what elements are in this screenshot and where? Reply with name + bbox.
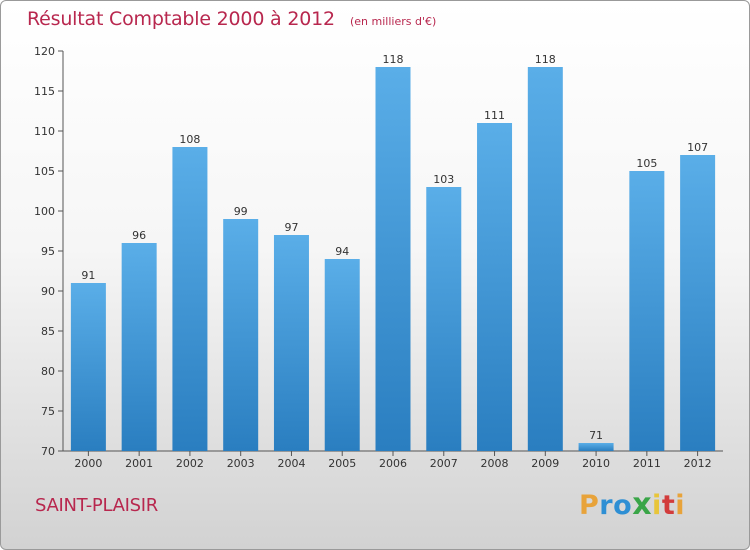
x-tick-label-2004: 2004 xyxy=(277,457,305,470)
bar-2009 xyxy=(527,67,563,451)
proxiti-logo[interactable]: Proxiti xyxy=(579,487,685,522)
y-tick-label: 100 xyxy=(34,205,55,218)
bar-2001 xyxy=(121,243,157,451)
data-label-2012: 107 xyxy=(687,141,708,154)
bar-2011 xyxy=(629,171,665,451)
bar-2010 xyxy=(578,443,614,451)
data-label-2004: 97 xyxy=(284,221,298,234)
x-tick-label-2007: 2007 xyxy=(430,457,458,470)
data-label-2008: 111 xyxy=(484,109,505,122)
bar-2007 xyxy=(426,187,462,451)
x-tick-label-2012: 2012 xyxy=(684,457,712,470)
x-tick-label-2002: 2002 xyxy=(176,457,204,470)
data-label-2003: 99 xyxy=(234,205,248,218)
y-tick-label: 90 xyxy=(41,285,55,298)
x-tick-label-2001: 2001 xyxy=(125,457,153,470)
x-tick-label-2003: 2003 xyxy=(227,457,255,470)
x-tick-label-2009: 2009 xyxy=(531,457,559,470)
bar-2012 xyxy=(680,155,716,451)
x-tick-label-2011: 2011 xyxy=(633,457,661,470)
data-label-2001: 96 xyxy=(132,229,146,242)
x-tick-label-2006: 2006 xyxy=(379,457,407,470)
x-tick-label-2008: 2008 xyxy=(481,457,509,470)
data-label-2000: 91 xyxy=(81,269,95,282)
bar-2004 xyxy=(273,235,309,451)
x-tick-label-2010: 2010 xyxy=(582,457,610,470)
bar-2008 xyxy=(477,123,513,451)
y-tick-label: 70 xyxy=(41,445,55,458)
data-label-2010: 71 xyxy=(589,429,603,442)
data-label-2005: 94 xyxy=(335,245,349,258)
y-tick-label: 95 xyxy=(41,245,55,258)
y-tick-label: 105 xyxy=(34,165,55,178)
title-row: Résultat Comptable 2000 à 2012 (en milli… xyxy=(27,8,436,30)
data-label-2002: 108 xyxy=(179,133,200,146)
data-label-2007: 103 xyxy=(433,173,454,186)
y-tick-label: 110 xyxy=(34,125,55,138)
bar-2003 xyxy=(223,219,259,451)
y-tick-label: 85 xyxy=(41,325,55,338)
data-label-2009: 118 xyxy=(535,53,556,66)
chart-unit: (en milliers d'€) xyxy=(349,15,437,28)
bar-2000 xyxy=(70,283,106,451)
y-tick-label: 120 xyxy=(34,45,55,58)
y-tick-label: 115 xyxy=(34,85,55,98)
bar-2005 xyxy=(324,259,360,451)
data-label-2006: 118 xyxy=(383,53,404,66)
y-tick-label: 75 xyxy=(41,405,55,418)
chart-title: Résultat Comptable 2000 à 2012 xyxy=(27,8,335,30)
data-label-2011: 105 xyxy=(636,157,657,170)
bar-2002 xyxy=(172,147,208,451)
y-tick-label: 80 xyxy=(41,365,55,378)
x-tick-label-2000: 2000 xyxy=(74,457,102,470)
bar-2006 xyxy=(375,67,411,451)
commune-name: SAINT-PLAISIR xyxy=(35,495,158,516)
x-tick-label-2005: 2005 xyxy=(328,457,356,470)
